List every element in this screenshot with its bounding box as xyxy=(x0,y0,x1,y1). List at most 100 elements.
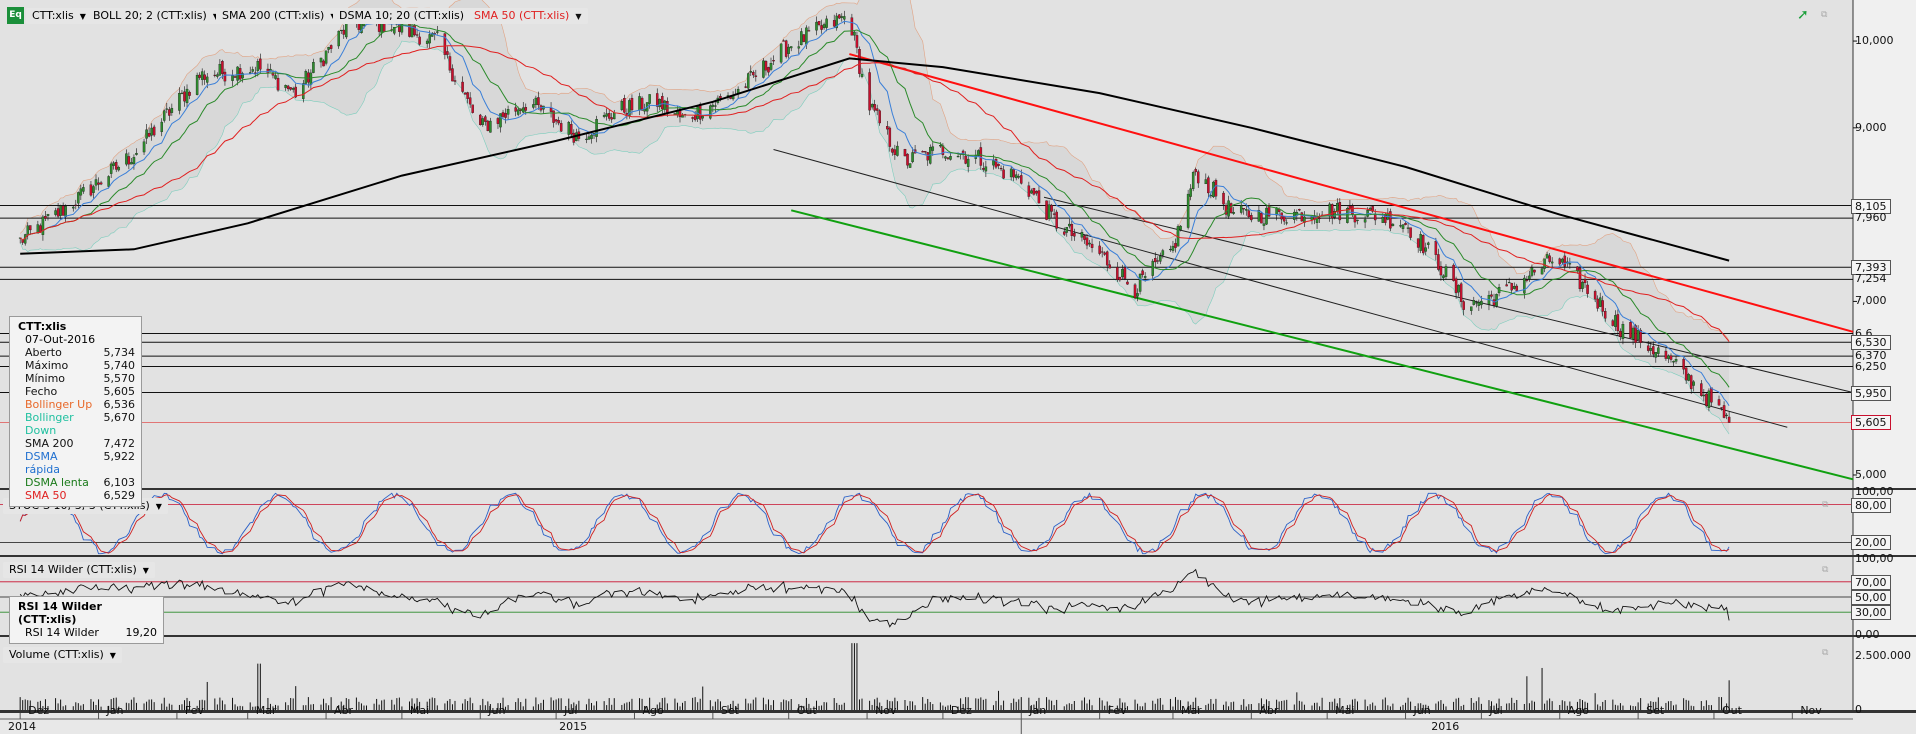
month-label: Fev xyxy=(1107,704,1127,717)
candle-body xyxy=(150,127,153,136)
candle-body xyxy=(661,96,664,110)
candle-body xyxy=(906,153,909,166)
month-label: Nov xyxy=(875,704,897,717)
dropdown-icon: ▼ xyxy=(213,9,219,25)
ticker-selector[interactable]: CTT:xlis ▼ xyxy=(26,8,92,24)
candle-body xyxy=(1558,258,1561,265)
candle-body xyxy=(911,152,914,163)
candle-body xyxy=(213,74,217,76)
candle-body xyxy=(203,74,206,80)
candle-body xyxy=(127,156,131,165)
candle-body xyxy=(1401,224,1405,229)
candle-body xyxy=(534,97,538,105)
candle-body xyxy=(79,188,83,196)
candle-body xyxy=(1191,172,1195,190)
candle-body xyxy=(327,47,330,50)
month-label: Dez xyxy=(950,704,972,717)
candle-body xyxy=(238,68,242,80)
indicator-sma50[interactable]: SMA 50 (CTT:xlis) ▼ xyxy=(468,8,588,24)
candle-body xyxy=(1652,346,1655,355)
month-label: Ago xyxy=(642,704,664,717)
candle-body xyxy=(1055,211,1058,229)
legend-row-value: 6,529 xyxy=(103,489,136,502)
indicator-dsma[interactable]: DSMA 10; 20 (CTT:xlis)▼ xyxy=(333,8,483,24)
pane-restore-icon[interactable]: ⧉ xyxy=(1822,565,1829,575)
candle-body xyxy=(1126,281,1129,285)
candle-body xyxy=(443,33,447,55)
candle-body xyxy=(807,30,811,32)
legend-row: SMA 50 6,529 xyxy=(18,489,135,502)
trend-tool-icon[interactable]: ➚ xyxy=(1797,7,1809,23)
pane-separator xyxy=(0,635,1916,637)
candle-body xyxy=(44,216,47,219)
month-label: Jul xyxy=(564,704,578,717)
rsi-axis-label-box: 70,00 xyxy=(1851,574,1891,590)
candle-body xyxy=(1614,315,1617,327)
candle-body xyxy=(800,31,803,46)
candle-body xyxy=(1421,235,1425,254)
candle-body xyxy=(185,88,189,104)
candle-body xyxy=(868,72,871,111)
candle-body xyxy=(436,31,439,33)
candle-body xyxy=(1242,208,1245,210)
candle-body xyxy=(1631,327,1635,340)
candle-body xyxy=(205,76,209,83)
candle-body xyxy=(666,101,669,113)
candle-body xyxy=(1636,329,1640,340)
app-logo-icon[interactable]: Eq xyxy=(7,7,24,24)
month-label: Mar xyxy=(1180,704,1202,717)
candle-body xyxy=(567,122,571,135)
candle-body xyxy=(1452,264,1455,281)
candle-body xyxy=(1282,216,1286,222)
candle-body xyxy=(549,107,553,112)
candle-body xyxy=(312,62,315,73)
rsi-selector[interactable]: RSI 14 Wilder (CTT:xlis) ▼ xyxy=(3,562,155,578)
candle-body xyxy=(984,166,988,172)
pane-restore-icon[interactable]: ⧉ xyxy=(1822,500,1829,510)
indicator-sma200[interactable]: SMA 200 (CTT:xlis)▼ xyxy=(216,8,343,24)
candle-body xyxy=(559,123,563,132)
candle-body xyxy=(231,75,234,81)
candle-body xyxy=(1045,200,1048,220)
month-label: Fev xyxy=(184,704,204,717)
month-label: Ago xyxy=(1567,704,1589,717)
candle-body xyxy=(1391,223,1395,227)
pane-restore-icon[interactable]: ⧉ xyxy=(1822,648,1829,658)
candle-body xyxy=(514,107,517,112)
candle-body xyxy=(1424,247,1428,252)
candle-body xyxy=(648,94,651,104)
legend-row-label: SMA 200 xyxy=(25,437,74,450)
candle-body xyxy=(552,110,555,123)
candle-body xyxy=(142,141,146,153)
candle-body xyxy=(979,147,983,166)
candle-body xyxy=(72,206,75,209)
price-tick-label: 7,000 xyxy=(1855,294,1887,308)
candle-body xyxy=(1470,306,1473,311)
candle-body xyxy=(1123,267,1127,279)
candle-body xyxy=(466,92,469,99)
candle-body xyxy=(1151,260,1154,276)
stoch-axis-label-box: 20,00 xyxy=(1851,535,1891,551)
candle-body xyxy=(221,61,224,74)
candle-body xyxy=(1472,300,1476,305)
volume-selector[interactable]: Volume (CTT:xlis) ▼ xyxy=(3,647,122,663)
candle-body xyxy=(853,31,856,36)
candle-body xyxy=(117,167,121,171)
candle-body xyxy=(1371,206,1374,212)
candle-body xyxy=(1262,223,1266,226)
candle-body xyxy=(516,109,520,115)
candle-body xyxy=(1161,250,1165,256)
level-label: 6,250 xyxy=(1855,359,1887,373)
candle-body xyxy=(1459,283,1463,302)
legend-row-label: DSMA lenta xyxy=(25,476,89,489)
candle-body xyxy=(163,110,166,121)
candle-body xyxy=(26,225,30,235)
window-restore-icon[interactable]: ⧉ xyxy=(1821,10,1828,20)
legend-row-label: SMA 50 xyxy=(25,489,67,502)
indicator-boll[interactable]: BOLL 20; 2 (CTT:xlis)▼ xyxy=(87,8,225,24)
candle-body xyxy=(446,51,449,55)
candle-body xyxy=(324,50,328,64)
candle-body xyxy=(572,132,576,143)
level-label-box: 7,393 xyxy=(1851,260,1891,276)
candle-body xyxy=(92,186,95,193)
